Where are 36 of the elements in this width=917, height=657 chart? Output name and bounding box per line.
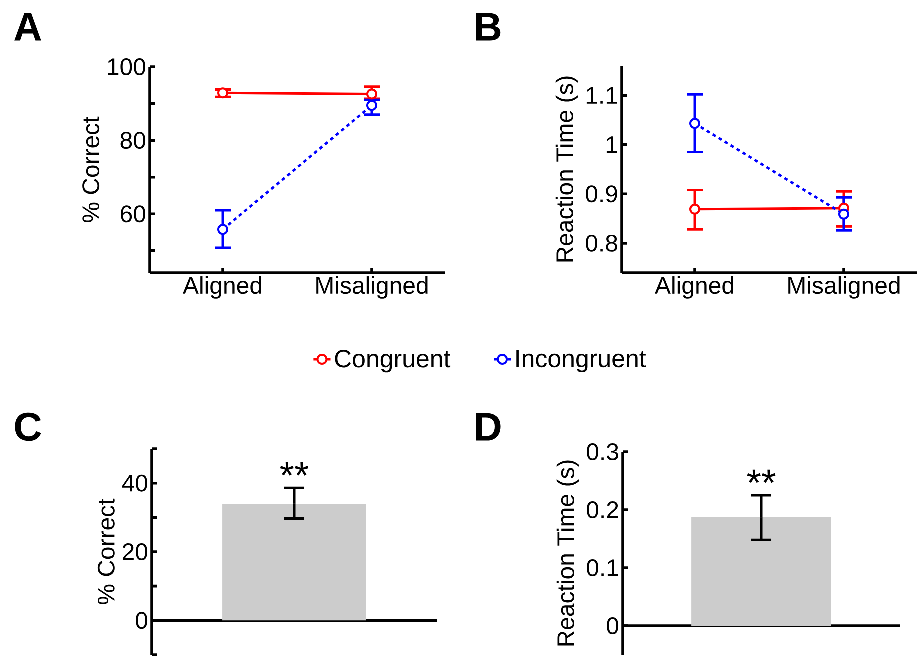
x-tick-label: Misaligned [316,276,428,299]
point [838,208,850,220]
y-axis-title: Reaction Time (s) [556,76,578,262]
y-tick-label: 0.8 [586,234,618,252]
chart-title: C [15,412,42,442]
annotation: ** [280,462,309,476]
chart-title: B [476,13,501,41]
point [218,224,229,236]
y-tick-label: 40 [122,474,148,492]
y-tick-label: 1.1 [586,87,618,104]
y-axis-title: % Correct [98,498,115,604]
y-tick-label: 0 [136,612,148,630]
y-axis-title: Reaction Time (s) [556,460,580,646]
y-tick-label: 0.2 [587,502,618,518]
point [366,100,378,112]
point [690,204,701,215]
y-tick-label: 80 [120,132,146,150]
x-tick-label: Aligned [183,276,262,299]
y-tick-label: 0 [607,618,619,634]
annotation: ** [747,470,776,484]
legend-label: Congruent [335,350,451,373]
y-tick-label: 60 [121,206,146,223]
chart-title: A [14,13,42,41]
y-tick-label: 0.1 [587,560,618,576]
chart-title: D [476,413,501,441]
y-tick-label: 20 [122,544,148,560]
x-tick-label: Misaligned [788,276,900,299]
legend-label: Incongruent [516,350,646,373]
point [218,88,229,99]
y-tick-label: 1 [606,136,618,154]
y-tick-label: 100 [108,58,146,76]
y-tick-label: 0.9 [586,186,618,203]
x-tick-label: Aligned [655,276,734,299]
y-axis-title: % Correct [82,116,100,222]
y-tick-label: 0.3 [587,444,618,460]
point [690,118,701,130]
